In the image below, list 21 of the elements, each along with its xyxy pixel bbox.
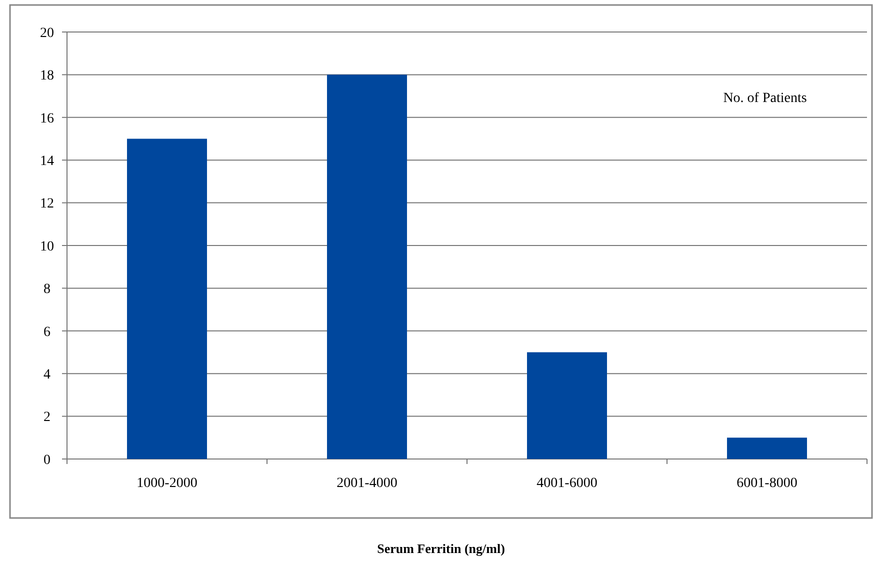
x-tick-label: 6001-8000	[736, 476, 798, 491]
y-tick-label: 6	[44, 324, 50, 340]
y-tick-label: 4	[44, 368, 50, 382]
bar	[527, 352, 607, 459]
bar	[127, 138, 207, 459]
y-tick-label: 16	[40, 111, 54, 126]
y-tick-label: 10	[40, 239, 54, 254]
x-tick-label: 4001-6000	[536, 476, 598, 491]
y-tick-label: 18	[40, 68, 54, 84]
x-tick-label: 2001-4000	[336, 476, 398, 491]
y-tick-label: 20	[40, 26, 54, 41]
bar	[327, 74, 407, 459]
y-tick-label: 14	[40, 154, 54, 169]
y-tick-label: 2	[44, 410, 50, 426]
y-tick-label: 8	[44, 282, 50, 298]
annotation: No. of Patients	[723, 91, 807, 106]
bar	[727, 438, 807, 459]
x-tick-label: 1000-2000	[136, 476, 198, 491]
y-tick-label: 0	[44, 452, 50, 468]
y-tick-label: 12	[40, 196, 54, 212]
x-axis-title: Serum Ferritin (ng/ml)	[377, 541, 505, 556]
